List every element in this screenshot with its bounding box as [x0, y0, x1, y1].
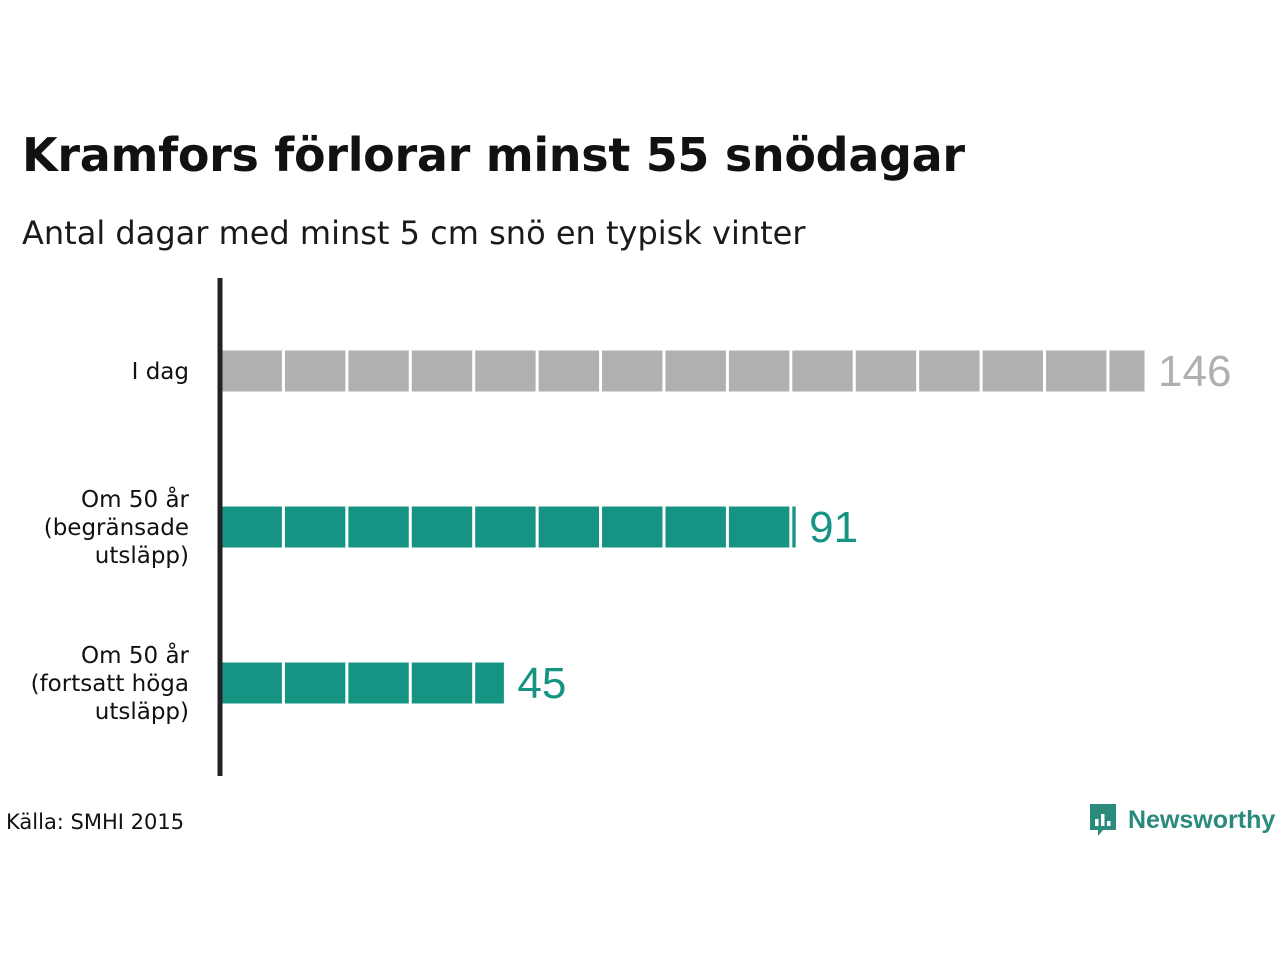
bar-segment [411, 662, 473, 704]
bar-segment [792, 506, 796, 548]
value-label: 45 [517, 659, 566, 708]
bar-segment [411, 350, 473, 392]
bar-segment [220, 662, 282, 704]
bar-segment [792, 350, 853, 392]
bar-segment [919, 350, 980, 392]
bar-segment [475, 350, 536, 392]
bar-segment [538, 350, 600, 392]
bar-segment [665, 350, 726, 392]
bar-segment [348, 662, 409, 704]
bar-segment [855, 350, 917, 392]
category-label: (begränsade [44, 515, 189, 541]
category-label: Om 50 år [81, 485, 189, 513]
bar-segment [220, 506, 282, 548]
bar-segment [348, 350, 409, 392]
bar-segment [411, 506, 473, 548]
value-label: 146 [1158, 347, 1231, 396]
bar-segment [1109, 350, 1145, 392]
chart-title: Kramfors förlorar minst 55 snödagar [22, 128, 965, 182]
brand-logo: Newsworthy [1088, 800, 1275, 840]
bar-segment [220, 350, 282, 392]
bar-segment [284, 506, 346, 548]
category-label: utsläpp) [95, 699, 189, 725]
bar-segment [284, 350, 346, 392]
bar-segment [284, 662, 346, 704]
bar-segment [1046, 350, 1107, 392]
bar-segment [475, 506, 536, 548]
bar-segment [475, 662, 504, 704]
bar-segment [602, 350, 663, 392]
bar-segment [728, 506, 790, 548]
value-label: 91 [809, 503, 858, 552]
newsworthy-logo-icon [1090, 804, 1116, 836]
bar-segment [665, 506, 726, 548]
category-label: (fortsatt höga [31, 671, 189, 697]
category-label: utsläpp) [95, 543, 189, 569]
bar-segment [982, 350, 1044, 392]
chart-subtitle: Antal dagar med minst 5 cm snö en typisk… [22, 214, 806, 252]
brand-name: Newsworthy [1128, 805, 1276, 834]
bar-segment [602, 506, 663, 548]
category-label: Om 50 år [81, 641, 189, 669]
bar-segment [348, 506, 409, 548]
bar-segment [538, 506, 600, 548]
category-label: I dag [132, 359, 189, 385]
source-note: Källa: SMHI 2015 [6, 810, 185, 834]
bar-segment [728, 350, 790, 392]
